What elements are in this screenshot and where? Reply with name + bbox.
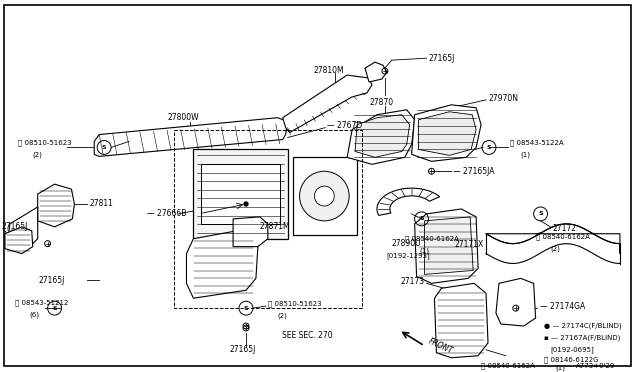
Polygon shape [435, 283, 488, 358]
Text: SEE SEC. 270: SEE SEC. 270 [282, 331, 333, 340]
Polygon shape [5, 227, 33, 254]
Text: S: S [244, 306, 248, 311]
Text: (6): (6) [29, 312, 40, 318]
Polygon shape [347, 110, 415, 164]
Text: (1): (1) [521, 151, 531, 158]
Polygon shape [283, 75, 372, 132]
Text: (1): (1) [420, 247, 429, 254]
Polygon shape [365, 62, 387, 82]
Polygon shape [355, 115, 410, 157]
Text: Ⓢ 08510-51623: Ⓢ 08510-51623 [268, 301, 321, 308]
Text: (1): (1) [556, 365, 565, 371]
Text: Ⓢ 08543-5122A: Ⓢ 08543-5122A [510, 139, 563, 146]
Text: — 27174GA: — 27174GA [540, 302, 585, 311]
Polygon shape [94, 118, 287, 156]
Text: — 2767D: — 2767D [327, 121, 363, 130]
Polygon shape [415, 209, 478, 283]
Text: 27870: 27870 [370, 98, 394, 107]
Polygon shape [193, 150, 287, 239]
Text: S: S [538, 211, 543, 217]
Text: (2): (2) [550, 246, 561, 252]
Polygon shape [38, 184, 74, 227]
Text: (2): (2) [278, 313, 287, 319]
Polygon shape [412, 105, 481, 161]
Polygon shape [233, 217, 268, 247]
Text: Ⓢ 08540-6162A: Ⓢ 08540-6162A [481, 362, 535, 369]
Text: S: S [419, 217, 424, 221]
Text: Ⓢ 08510-51623: Ⓢ 08510-51623 [18, 139, 72, 146]
Polygon shape [186, 229, 258, 298]
Text: 27171X: 27171X [454, 240, 484, 249]
Text: 27800W: 27800W [168, 113, 199, 122]
Circle shape [300, 171, 349, 221]
Text: S: S [102, 145, 106, 150]
Polygon shape [8, 207, 38, 248]
Polygon shape [486, 224, 620, 254]
Polygon shape [377, 188, 440, 215]
Text: Ⓢ 08146-6122G: Ⓢ 08146-6122G [543, 356, 598, 363]
Text: Ⓢ 08540-6162A: Ⓢ 08540-6162A [404, 235, 459, 242]
Text: 27810M: 27810M [314, 65, 344, 74]
Text: (2): (2) [33, 151, 43, 158]
Polygon shape [424, 217, 473, 275]
Text: S: S [486, 145, 492, 150]
Text: — 27165JA: — 27165JA [453, 167, 495, 176]
Text: Ⓢ 08540-6162A: Ⓢ 08540-6162A [536, 233, 589, 240]
Text: 27871M: 27871M [260, 222, 291, 231]
Text: Ⓢ 08543-51212: Ⓢ 08543-51212 [15, 300, 68, 307]
Circle shape [314, 186, 334, 206]
Text: 27165J: 27165J [38, 276, 65, 285]
Polygon shape [202, 164, 280, 224]
Polygon shape [292, 157, 357, 235]
Text: FRONT: FRONT [426, 336, 454, 355]
Text: S: S [52, 306, 57, 311]
Text: 27165J: 27165J [429, 54, 455, 62]
Text: 27165J: 27165J [2, 222, 28, 231]
Text: A773∗0'29: A773∗0'29 [575, 363, 615, 369]
Text: 27811: 27811 [89, 199, 113, 208]
Text: 27165J: 27165J [230, 345, 256, 354]
Text: ▪ — 27167A(F/BLIND): ▪ — 27167A(F/BLIND) [543, 335, 620, 341]
Text: 27890U: 27890U [392, 239, 421, 248]
Text: [0192-1293]: [0192-1293] [387, 252, 431, 259]
Text: ● — 27174C(F/BLIND): ● — 27174C(F/BLIND) [543, 323, 621, 329]
Text: 27173: 27173 [401, 277, 424, 286]
Text: — 27666B: — 27666B [147, 209, 186, 218]
Circle shape [244, 202, 248, 206]
Text: 27172: 27172 [552, 224, 577, 233]
Text: [0192-0695]: [0192-0695] [550, 346, 595, 353]
Text: 27970N: 27970N [488, 94, 518, 103]
Polygon shape [419, 112, 476, 155]
Polygon shape [496, 278, 536, 326]
